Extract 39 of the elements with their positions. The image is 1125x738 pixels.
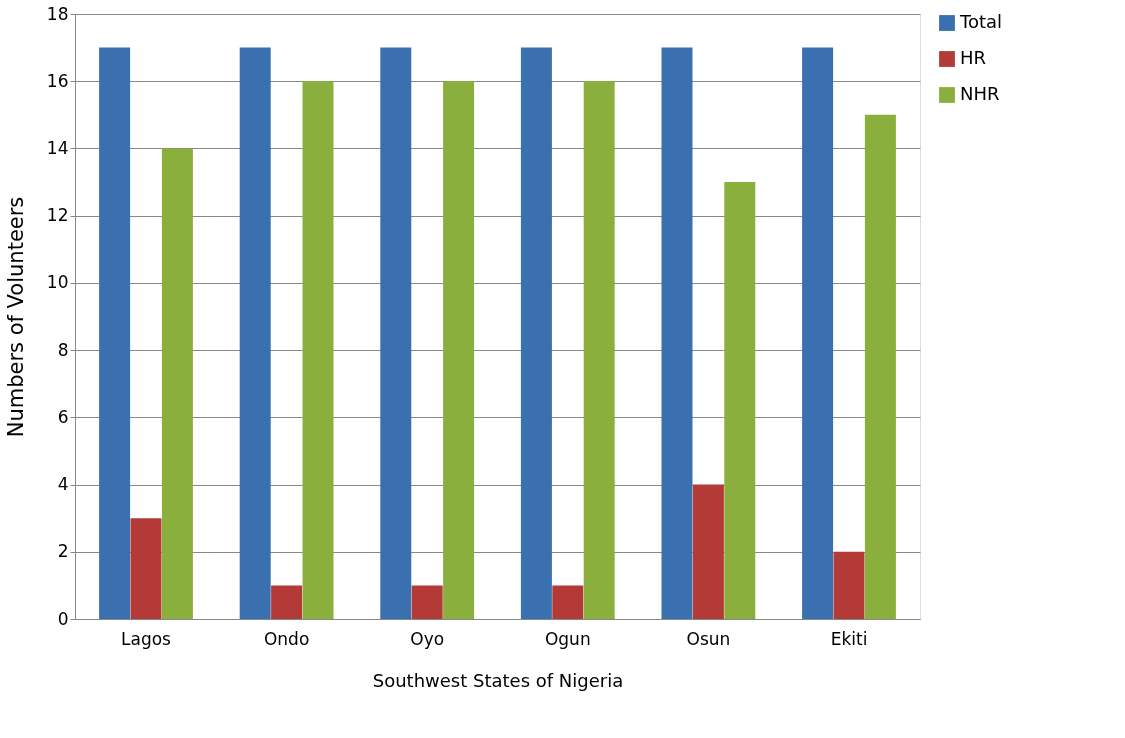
bar [724, 182, 756, 619]
bar [380, 47, 412, 619]
legend-label: HR [960, 47, 987, 68]
bar [661, 47, 693, 619]
x-tick-label: Oyo [410, 628, 445, 649]
x-tick-label: Lagos [121, 628, 172, 649]
y-tick-label: 14 [46, 137, 69, 158]
bar [161, 148, 193, 619]
bar [802, 47, 834, 619]
y-tick-label: 0 [57, 608, 69, 629]
bar [833, 551, 865, 619]
bar [99, 47, 131, 619]
y-tick-label: 12 [46, 205, 69, 226]
y-tick-label: 6 [57, 406, 69, 427]
x-tick-label: Ogun [544, 628, 591, 649]
bar [692, 484, 724, 619]
y-tick-label: 10 [46, 272, 69, 293]
bar [302, 81, 334, 619]
y-tick-label: 18 [46, 3, 69, 24]
y-tick-label: 16 [46, 70, 69, 91]
legend-label: Total [959, 11, 1003, 32]
bar [411, 585, 443, 619]
x-tick-label: Osun [686, 628, 731, 649]
x-tick-label: Ondo [263, 628, 310, 649]
y-tick-label: 4 [57, 474, 69, 495]
bar [130, 518, 162, 619]
bar [864, 114, 896, 619]
bar [239, 47, 271, 619]
y-tick-label: 2 [57, 541, 69, 562]
bar [552, 585, 584, 619]
bar [443, 81, 475, 619]
y-axis-title: Numbers of Volunteers [3, 196, 28, 438]
x-axis-title: Southwest States of Nigeria [372, 669, 624, 691]
x-tick-label: Ekiti [830, 628, 868, 649]
bar [583, 81, 615, 619]
legend-label: NHR [960, 83, 1000, 104]
bar [271, 585, 303, 619]
y-tick-label: 8 [57, 339, 69, 360]
bar [520, 47, 552, 619]
